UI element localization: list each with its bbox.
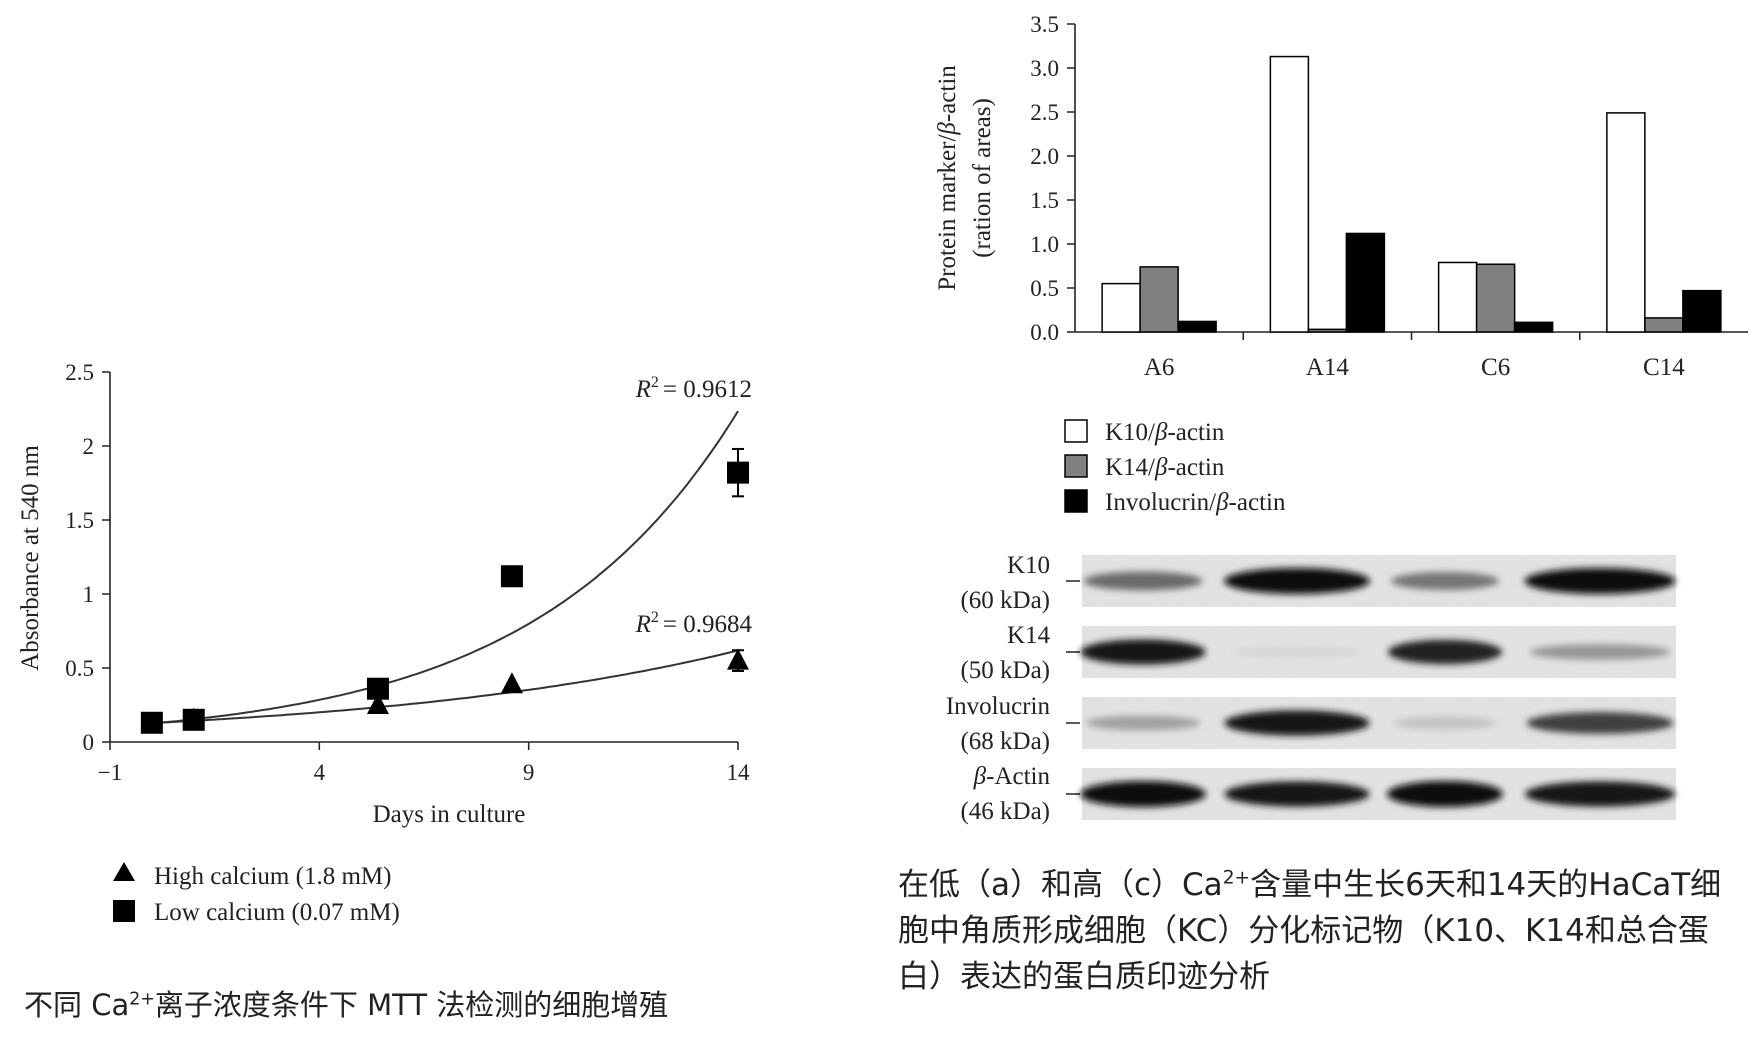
bar-a14-k10 — [1269, 55, 1310, 333]
scatter-x-axis-label: Days in culture — [373, 801, 526, 828]
bar-y-tick-label: 3.5 — [1030, 12, 1059, 37]
blot-band — [1231, 646, 1363, 658]
blot-band — [1080, 781, 1206, 807]
data-point-low-calcium — [366, 677, 389, 700]
legend-k10-label: K10/β-actin — [1105, 419, 1225, 446]
blot-band — [1080, 639, 1206, 665]
scatter-y-tick-label: 0.5 — [65, 656, 94, 681]
legend-square-marker — [113, 900, 135, 922]
legend-high-calcium: High calcium (1.8 mM) — [154, 863, 391, 890]
bar-category-label: C6 — [1481, 354, 1510, 381]
data-point-high-calcium — [500, 672, 523, 694]
data-point-low-calcium — [182, 708, 205, 731]
bar-category-label: C14 — [1643, 354, 1685, 381]
bar-category-label: A14 — [1306, 354, 1350, 381]
blot-band — [1526, 712, 1674, 734]
legend-k14-swatch — [1064, 454, 1088, 478]
scatter-legend: High calcium (1.8 mM) Low calcium (0.07 … — [113, 862, 400, 926]
bar-a14-involucrin — [1345, 232, 1386, 333]
blot-strip — [1066, 626, 1676, 678]
bar-a6-involucrin — [1177, 320, 1217, 333]
bar-legend: K10/β-actin K14/β-actin Involucrin/β-act… — [1064, 419, 1286, 516]
bar-y-tick-label: 2.0 — [1030, 144, 1059, 169]
protein-marker-bar-chart: 0.0 0.5 1.0 1.5 2.0 2.5 3.0 3.5 A6 A14 C6 C14 Prot… — [934, 12, 1748, 516]
blot-band — [1387, 781, 1503, 807]
scatter-y-axis-label: Absorbance at 540 nm — [17, 445, 44, 671]
scatter-y-tick-label: 2.5 — [65, 360, 94, 385]
scatter-x-tick-label: 4 — [314, 760, 326, 785]
scatter-y-tick-label: 2 — [83, 434, 95, 459]
data-point-low-calcium — [727, 461, 749, 484]
data-point-low-calcium — [500, 565, 523, 588]
scatter-x-tick-label: −1 — [98, 760, 122, 785]
scatter-y-tick-label: 1 — [83, 582, 95, 607]
blot-band — [1387, 639, 1503, 665]
blot-band — [1524, 781, 1676, 807]
blot-band — [1529, 644, 1671, 660]
bar-y-axis-label-line2: (ration of areas) — [969, 98, 996, 258]
blot-band — [1224, 781, 1370, 807]
data-point-high-calcium — [727, 648, 749, 670]
caption-left: 不同 Ca2+离子浓度条件下 MTT 法检测的细胞增殖 — [24, 988, 669, 1022]
scatter-y-tick-label: 0 — [83, 730, 95, 755]
mtt-proliferation-chart: 0 0.5 1 1.5 2 2.5 −1 4 9 14 Absorbance at 540 nm… — [17, 360, 752, 926]
fit-curve-low-calcium — [151, 410, 739, 725]
blot-size-beta-actin: (46 kDa) — [960, 798, 1050, 825]
legend-k10-swatch — [1064, 419, 1088, 443]
blot-band — [1224, 568, 1370, 594]
bar-c14-k10 — [1606, 112, 1646, 333]
bar-a6-k10 — [1101, 282, 1141, 333]
blot-labels: K10 (60 kDa) K14 (50 kDa) Involucrin (68… — [946, 552, 1051, 825]
blot-band — [1085, 715, 1201, 731]
blot-band — [1391, 572, 1499, 590]
bar-y-tick-label: 2.5 — [1030, 100, 1059, 125]
blot-strip — [1066, 768, 1676, 820]
bar-a14-k14 — [1307, 328, 1348, 333]
bar-y-tick-label: 1.0 — [1030, 232, 1059, 257]
blot-size-k14: (50 kDa) — [960, 657, 1050, 684]
bar-c6-involucrin — [1513, 321, 1554, 333]
data-point-high-calcium — [366, 693, 389, 714]
legend-k14-label: K14/β-actin — [1105, 454, 1225, 481]
data-point-low-calcium — [140, 711, 163, 734]
bar-category-label: A6 — [1144, 354, 1175, 381]
legend-involucrin-label: Involucrin/β-actin — [1105, 489, 1286, 516]
blot-band — [1524, 568, 1676, 594]
bar-c14-involucrin — [1682, 289, 1722, 333]
scatter-x-tick-label: 9 — [523, 760, 535, 785]
bar-y-tick-label: 3.0 — [1030, 56, 1059, 81]
blot-size-involucrin: (68 kDa) — [960, 728, 1050, 755]
caption-right: 在低（a）和高（c）Ca2+含量中生长6天和14天的HaCaT细胞中角质形成细胞… — [898, 867, 1722, 995]
legend-involucrin-swatch — [1064, 489, 1088, 513]
r2-label-low-calcium: R2 = 0.9612 — [635, 374, 752, 403]
bar-a6-k14 — [1139, 266, 1179, 333]
blot-label-beta-actin: β-Actin — [973, 763, 1051, 790]
legend-triangle-marker — [113, 862, 135, 881]
bar-y-tick-label: 0.5 — [1030, 276, 1059, 301]
r2-label-high-calcium: R2 = 0.9684 — [635, 609, 753, 638]
bar-c6-k14 — [1475, 263, 1516, 333]
blot-strip — [1066, 555, 1676, 607]
blot-label-k10: K10 — [1007, 552, 1050, 579]
scatter-y-tick-label: 1.5 — [65, 508, 94, 533]
bar-y-axis-label-line1: Protein marker/β-actin — [934, 65, 961, 291]
legend-low-calcium: Low calcium (0.07 mM) — [154, 899, 400, 926]
fit-curve-high-calcium — [151, 649, 739, 725]
blot-label-involucrin: Involucrin — [946, 693, 1051, 720]
blot-band — [1224, 710, 1370, 736]
blot-label-k14: K14 — [1007, 622, 1051, 649]
bar-c6-k10 — [1437, 261, 1478, 333]
blot-strip — [1066, 697, 1676, 749]
bar-y-tick-label: 0.0 — [1030, 320, 1059, 345]
western-blot-panel: K10 (60 kDa) K14 (50 kDa) Involucrin (68… — [946, 552, 1676, 825]
scatter-x-tick-label: 14 — [727, 760, 751, 785]
blot-band — [1083, 571, 1203, 591]
bar-c14-k14 — [1644, 317, 1684, 333]
bar-y-tick-label: 1.5 — [1030, 188, 1059, 213]
blot-size-k10: (60 kDa) — [960, 587, 1050, 614]
blot-band — [1393, 716, 1497, 730]
